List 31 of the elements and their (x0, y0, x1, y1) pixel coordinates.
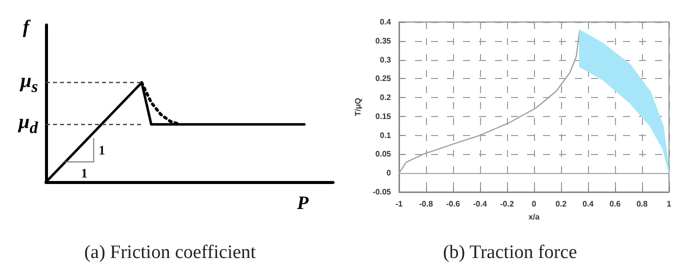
x-tick-label: 1 (666, 200, 672, 208)
y-tick-label: 0.2 (380, 93, 392, 102)
x-tick-label: -0.2 (500, 200, 514, 208)
y-tick-label: 0.35 (375, 36, 392, 46)
x-tick-label: 0.2 (555, 200, 568, 208)
ref-line-label: μ$_{d}$ (18, 111, 38, 140)
y-tick-label: 0 (386, 168, 392, 178)
annotation: 1 (98, 142, 106, 158)
x-axis-title: P (296, 193, 309, 214)
text: (a) Friction coefficient (84, 242, 257, 263)
text: (b) Traction force (442, 242, 578, 263)
y-tick-label: -0.05 (372, 188, 392, 196)
x-tick-label: -1 (395, 200, 404, 208)
x-tick-label: -0.8 (419, 200, 434, 208)
x-tick-label: -0.4 (473, 200, 488, 208)
y-tick-label: 0.25 (375, 74, 392, 84)
x-tick-label: 0.6 (609, 200, 622, 208)
y-tick-label: 0.4 (380, 18, 392, 26)
y-axis-title: f (22, 17, 31, 38)
x-tick-label: -0.6 (446, 200, 460, 208)
y-tick-label: 0.1 (380, 130, 392, 140)
y-tick-label: 0.15 (375, 112, 392, 121)
y-tick-label: 0.3 (380, 55, 392, 64)
x-tick-label: 0.4 (582, 200, 594, 208)
y-tick-label: 0.05 (375, 150, 392, 159)
annotation: 1 (81, 166, 88, 181)
x-tick-label: 0 (532, 200, 537, 208)
x-tick-label: 0.8 (636, 200, 648, 208)
y-axis-title: T/μQ (353, 98, 362, 116)
ref-line-label: μ$_{s}$ (20, 70, 38, 98)
x-axis-title: x/a (528, 212, 540, 222)
